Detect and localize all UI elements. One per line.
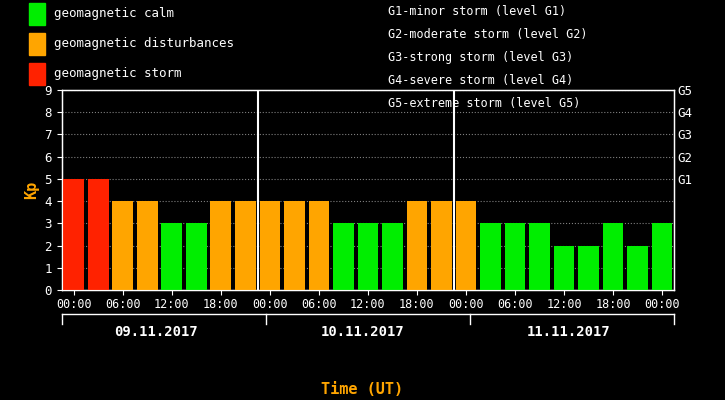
Text: geomagnetic calm: geomagnetic calm — [54, 8, 174, 20]
Text: 09.11.2017: 09.11.2017 — [114, 325, 198, 339]
Bar — [137, 201, 158, 290]
Bar — [210, 201, 231, 290]
Text: G4-severe storm (level G4): G4-severe storm (level G4) — [388, 74, 573, 87]
Bar — [431, 201, 452, 290]
Text: 11.11.2017: 11.11.2017 — [527, 325, 611, 339]
Text: geomagnetic storm: geomagnetic storm — [54, 68, 181, 80]
Text: 10.11.2017: 10.11.2017 — [320, 325, 405, 339]
Bar — [284, 201, 304, 290]
Bar — [407, 201, 427, 290]
Bar — [480, 223, 501, 290]
Text: G3-strong storm (level G3): G3-strong storm (level G3) — [388, 51, 573, 64]
Bar — [652, 223, 672, 290]
Text: G5-extreme storm (level G5): G5-extreme storm (level G5) — [388, 98, 580, 110]
Bar — [627, 246, 648, 290]
Bar — [309, 201, 329, 290]
Text: geomagnetic disturbances: geomagnetic disturbances — [54, 38, 233, 50]
Bar — [64, 179, 84, 290]
Bar — [602, 223, 624, 290]
Bar — [554, 246, 574, 290]
Bar — [357, 223, 378, 290]
Bar — [186, 223, 207, 290]
Text: G1-minor storm (level G1): G1-minor storm (level G1) — [388, 5, 566, 18]
Bar — [505, 223, 526, 290]
Bar — [382, 223, 403, 290]
Bar — [112, 201, 133, 290]
Bar — [333, 223, 354, 290]
Bar — [578, 246, 599, 290]
Text: G2-moderate storm (level G2): G2-moderate storm (level G2) — [388, 28, 587, 41]
Bar — [260, 201, 281, 290]
Text: Time (UT): Time (UT) — [321, 382, 404, 398]
Bar — [88, 179, 109, 290]
Bar — [529, 223, 550, 290]
Bar — [162, 223, 182, 290]
Bar — [235, 201, 256, 290]
Y-axis label: Kp: Kp — [24, 181, 39, 199]
Bar — [455, 201, 476, 290]
